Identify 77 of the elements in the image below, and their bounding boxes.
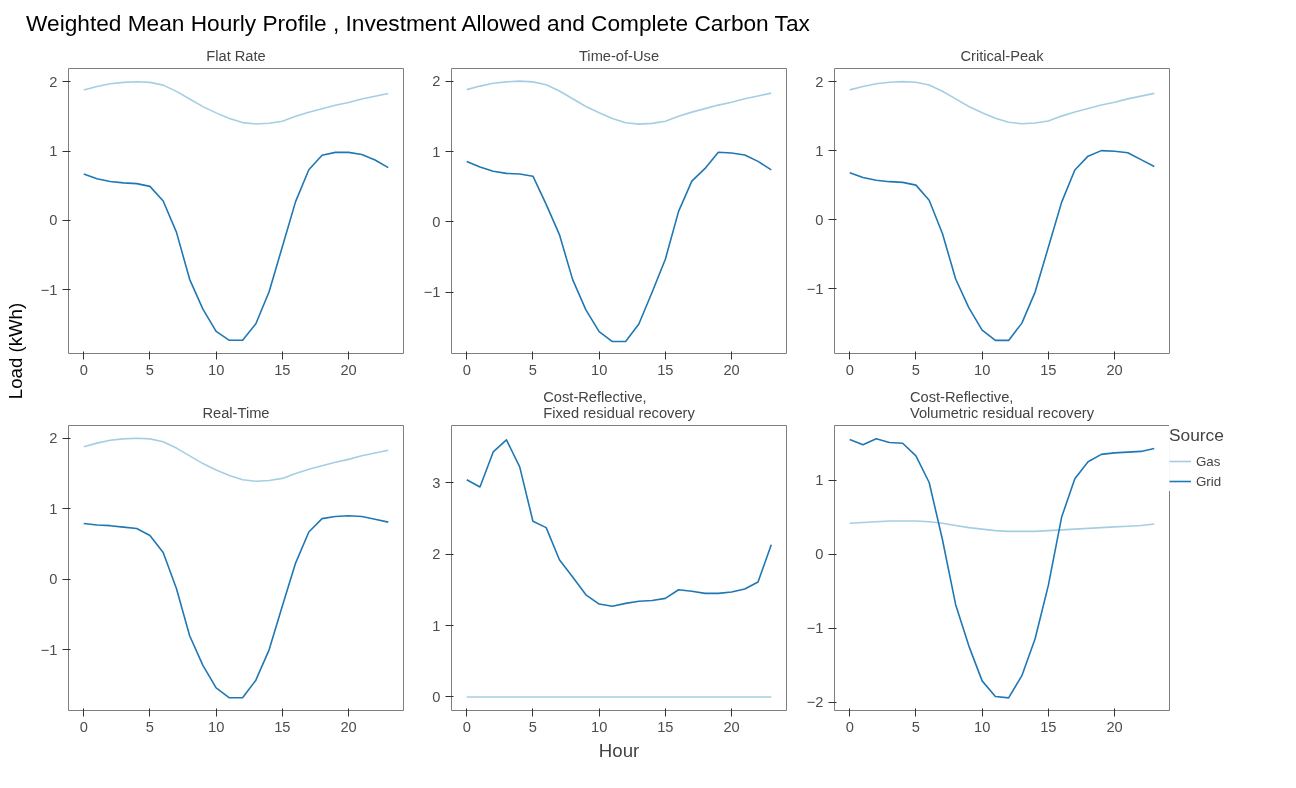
x-tick-label: 15	[1040, 361, 1057, 378]
x-tick-label: 10	[973, 718, 991, 735]
x-tick-label: 15	[657, 361, 674, 378]
y-tick-label: 0	[49, 571, 58, 588]
chart-title: Real-Time	[202, 404, 270, 421]
x-tick-label: 5	[145, 361, 155, 378]
line-series	[848, 80, 1156, 125]
y-tick-label: 3	[432, 474, 441, 491]
x-tick-label: 10	[973, 361, 991, 378]
legend-label: Gas	[1196, 453, 1221, 469]
x-tick-label: 15	[657, 718, 674, 735]
y-tick-label: 2	[815, 73, 824, 90]
y-tick-label: 2	[432, 73, 441, 90]
y-tick-label: 0	[432, 688, 441, 705]
x-tick-label: 5	[145, 718, 155, 735]
y-tick-label: 0	[815, 211, 824, 228]
y-tick-label: 2	[49, 73, 58, 90]
y-tick-label: 0	[432, 213, 441, 230]
y-tick-label: 0	[815, 546, 824, 563]
x-tick-label: 0	[845, 718, 854, 735]
x-tick-label: 0	[79, 361, 88, 378]
line-series	[82, 80, 390, 125]
x-tick-label: 10	[207, 718, 225, 735]
x-tick-label: 20	[340, 718, 357, 735]
x-tick-label: 10	[590, 361, 608, 378]
x-tick-label: 20	[723, 718, 740, 735]
y-tick-label: 1	[432, 617, 441, 634]
chart-title: Critical-Peak	[960, 47, 1045, 64]
legend-label: Grid	[1196, 473, 1222, 489]
y-tick-label: 1	[49, 143, 58, 160]
x-tick-label: 5	[911, 361, 921, 378]
chart-title: Flat Rate	[206, 47, 266, 64]
line-series	[848, 149, 1156, 342]
y-tick-label: 1	[432, 143, 441, 160]
chart-title: Cost-Reflective, Fixed residual recovery	[543, 388, 696, 421]
line-series	[82, 515, 390, 699]
x-tick-label: 5	[911, 718, 921, 735]
line-series	[465, 80, 773, 125]
line-series	[82, 151, 390, 342]
legend-title: Source	[1169, 425, 1224, 446]
y-tick-label: 2	[49, 430, 58, 447]
y-tick-label: −1	[806, 620, 824, 637]
chart-title: Time-of-Use	[578, 47, 660, 64]
y-tick-label: 2	[432, 546, 441, 563]
x-tick-label: 20	[1106, 361, 1123, 378]
x-tick-label: 20	[340, 361, 357, 378]
line-series	[465, 151, 773, 343]
y-tick-label: 1	[49, 500, 58, 517]
x-tick-label: 5	[528, 361, 538, 378]
x-tick-label: 15	[274, 361, 291, 378]
x-tick-label: 20	[723, 361, 740, 378]
y-tick-label: 1	[815, 472, 824, 489]
x-tick-label: 5	[528, 718, 538, 735]
x-tick-label: 10	[207, 361, 225, 378]
y-tick-label: 0	[49, 212, 58, 229]
text: Weighted Mean Hourly Profile , Investment Allowed and Complete Carbon Tax	[26, 9, 811, 36]
y-tick-label: −1	[423, 284, 441, 301]
line-series	[848, 520, 1156, 533]
line-series	[465, 438, 773, 608]
x-tick-label: 15	[1040, 718, 1057, 735]
y-tick-label: −1	[40, 641, 58, 658]
x-axis-title: Hour	[598, 739, 640, 761]
x-tick-label: 0	[79, 718, 88, 735]
y-tick-label: −1	[806, 280, 824, 297]
y-tick-label: 1	[815, 142, 824, 159]
y-tick-label: −2	[806, 694, 824, 711]
x-tick-label: 20	[1106, 718, 1123, 735]
x-tick-label: 0	[845, 361, 854, 378]
y-axis-title: Load (kWh)	[5, 302, 26, 400]
x-tick-label: 15	[274, 718, 291, 735]
line-series	[848, 438, 1156, 699]
line-series	[82, 437, 390, 483]
x-tick-label: 0	[462, 718, 471, 735]
x-tick-label: 0	[462, 361, 471, 378]
chart-title: Cost-Reflective, Volumetric residual recovery	[909, 388, 1095, 421]
y-tick-label: −1	[40, 281, 58, 298]
x-tick-label: 10	[590, 718, 608, 735]
